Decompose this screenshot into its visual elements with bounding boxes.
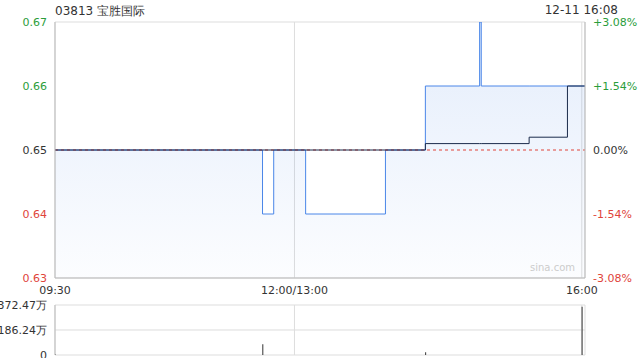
svg-text:-3.08%: -3.08% bbox=[593, 272, 632, 285]
svg-text:186.24万: 186.24万 bbox=[8, 324, 47, 337]
svg-text:+3.08%: +3.08% bbox=[593, 16, 632, 29]
svg-text:0.65: 0.65 bbox=[23, 144, 48, 157]
svg-text:09:30: 09:30 bbox=[39, 284, 71, 297]
svg-text:-1.54%: -1.54% bbox=[593, 208, 632, 221]
html-text:03813 宝胜国际: 03813 宝胜国际 bbox=[55, 4, 145, 18]
svg-text:+1.54%: +1.54% bbox=[593, 80, 632, 93]
svg-text:16:00: 16:00 bbox=[566, 284, 598, 297]
html-text:12-11 16:08: 12-11 16:08 bbox=[544, 3, 618, 17]
svg-text:0: 0 bbox=[40, 349, 47, 358]
svg-text:0.64: 0.64 bbox=[23, 208, 48, 221]
svg-text:0.66: 0.66 bbox=[23, 80, 48, 93]
svg-text:0.00%: 0.00% bbox=[593, 144, 628, 157]
svg-text:372.47万: 372.47万 bbox=[8, 300, 47, 312]
svg-text:0.67: 0.67 bbox=[23, 16, 48, 29]
html-text:sina.com: sina.com bbox=[530, 262, 575, 273]
svg-text:0.63: 0.63 bbox=[23, 272, 48, 285]
svg-text:12:00/13:00: 12:00/13:00 bbox=[261, 284, 328, 297]
